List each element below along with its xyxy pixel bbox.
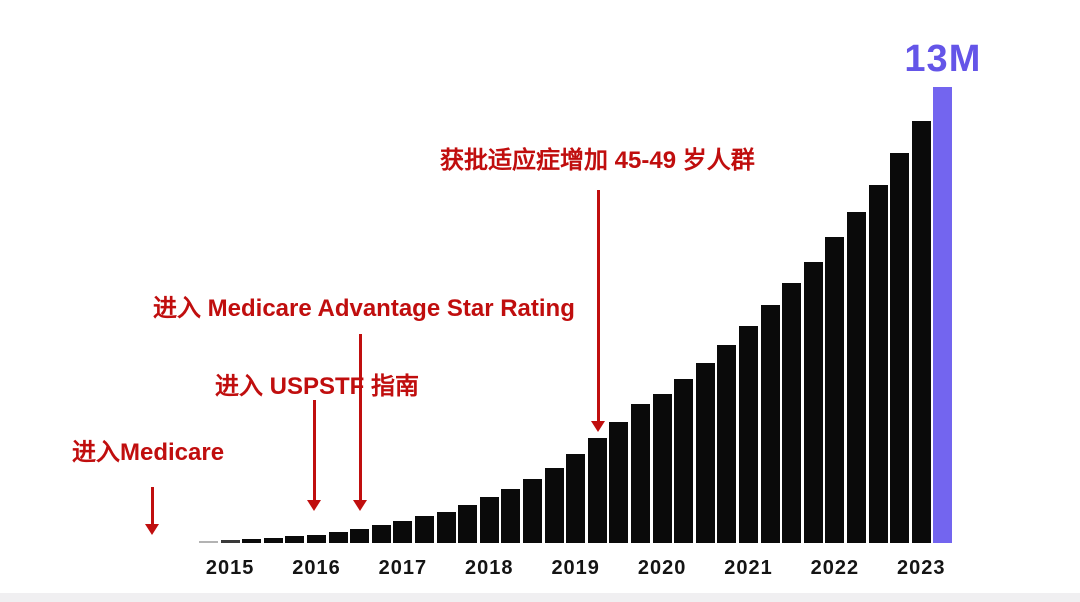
chart-bar-2015-q2 [220, 540, 240, 543]
chart-bar-2023-q2 [911, 121, 931, 543]
chart-bar-2016-q1 [285, 536, 305, 543]
annotation-arrow-head-3 [353, 500, 367, 511]
chart-bar-2016-q3 [328, 532, 348, 543]
chart-bar-2015-q1 [199, 541, 218, 543]
chart-bar-2016-q2 [307, 535, 326, 543]
x-axis-label-2020: 2020 [637, 557, 687, 579]
chart-bar-2019-q1 [544, 468, 564, 543]
chart-bar-2018-q4 [523, 479, 542, 543]
chart-bar-2015-q3 [242, 539, 262, 543]
chart-bar-2019-q4 [609, 422, 629, 543]
annotation-arrow-head-1 [145, 524, 159, 535]
chart-bar-2019-q2 [566, 454, 586, 543]
chart-bar-2020-q1 [631, 404, 650, 543]
x-axis-label-2018: 2018 [465, 557, 514, 579]
chart-bar-2022-q4 [868, 185, 888, 543]
chart-bar-2021-q3 [760, 305, 780, 543]
chart-bar-2017-q1 [371, 525, 391, 543]
chart-bar-2021-q2 [739, 326, 758, 543]
final-value-label: 13M [904, 38, 982, 80]
annotation-text-4: 获批适应症增加 45-49 岁人群 [440, 147, 755, 174]
x-axis-label-2017: 2017 [378, 557, 428, 579]
annotation-text-3: 进入 Medicare Advantage Star Rating [153, 295, 575, 322]
chart-bar-2016-q4 [350, 529, 370, 543]
chart-bar-2017-q3 [415, 516, 434, 543]
chart-bar-2020-q3 [674, 379, 694, 543]
chart-bar-2015-q4 [263, 538, 283, 543]
chart-bar-2017-q2 [393, 521, 413, 543]
x-axis-label-2016: 2016 [292, 557, 341, 579]
chart-bar-2023-q1 [890, 153, 910, 543]
chart-bar-2019-q3 [587, 438, 607, 543]
x-axis-label-2023: 2023 [897, 557, 946, 579]
annotation-arrow-line-1 [150, 487, 154, 525]
annotation-arrow-head-2 [307, 500, 321, 511]
x-axis-label-2015: 2015 [205, 557, 255, 579]
annotation-text-2: 进入 USPSTF 指南 [215, 373, 420, 400]
bottom-strip [0, 593, 1080, 602]
x-axis-label-2021: 2021 [724, 557, 773, 579]
annotation-arrow-line-4 [596, 190, 600, 422]
chart-bar-2022-q2 [825, 237, 845, 543]
x-axis-label-2022: 2022 [810, 557, 860, 579]
chart-bar-2018-q1 [458, 505, 478, 543]
chart-bar-2020-q4 [695, 363, 715, 543]
annotation-text-1: 进入Medicare [72, 439, 225, 466]
chart-bar-2018-q3 [501, 489, 521, 543]
highlight-bar-2023-q3 [933, 87, 953, 543]
chart-bar-2022-q3 [847, 212, 866, 543]
chart-bar-2021-q4 [782, 283, 802, 543]
chart-bar-2020-q2 [652, 394, 672, 543]
annotation-arrow-line-3 [358, 334, 362, 501]
chart-bar-2017-q4 [436, 512, 456, 543]
chart-bar-2018-q2 [479, 497, 499, 543]
x-axis-label-2019: 2019 [551, 557, 600, 579]
annotation-arrow-head-4 [591, 421, 605, 432]
chart-bar-2022-q1 [803, 262, 823, 543]
annotation-arrow-line-2 [312, 400, 316, 501]
chart-bar-2021-q1 [717, 345, 737, 543]
